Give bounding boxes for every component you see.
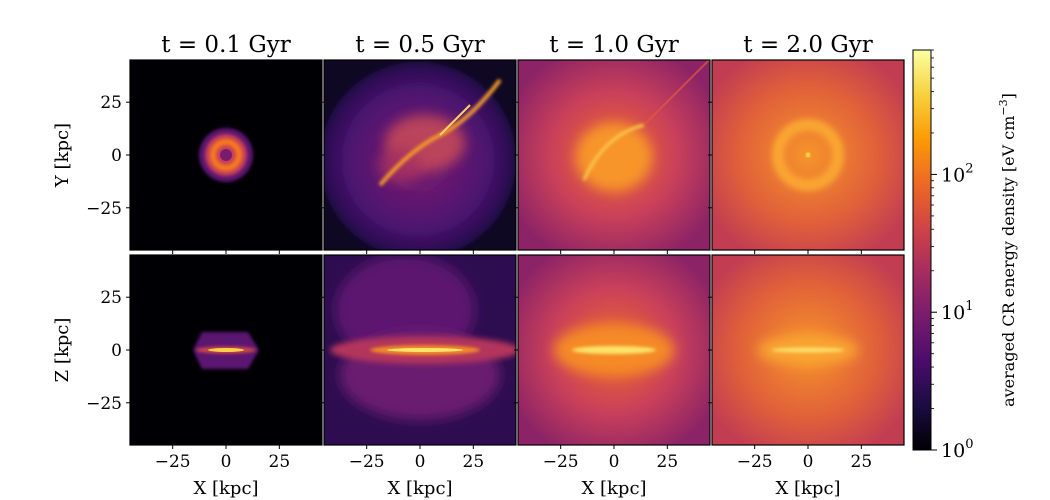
x-axis-label: X [kpc]: [387, 478, 452, 499]
axis-labels: t = 0.1 Gyr t = 0.5 Gyr t = 1.0 Gyr t = 2.0…: [52, 32, 873, 499]
x-tick-label: 25: [851, 452, 873, 472]
colorbar-gradient: [912, 49, 932, 451]
x-axis-label: X [kpc]: [775, 478, 840, 499]
column-title: t = 0.5 Gyr: [355, 32, 484, 58]
colorbar-tick-label: 101: [941, 299, 973, 324]
column-title: t = 2.0 Gyr: [743, 32, 872, 58]
panel-edge-on-3: −25 0 25: [708, 254, 905, 472]
x-tick-label: −25: [737, 452, 773, 472]
x-tick-label: 25: [463, 452, 485, 472]
column-title: t = 0.1 Gyr: [161, 32, 290, 58]
x-tick-label: 0: [609, 452, 620, 472]
x-tick-label: 0: [415, 452, 426, 472]
panel-face-on-2: [514, 59, 711, 254]
x-tick-label: −25: [543, 452, 579, 472]
y-tick-label: 25: [100, 288, 122, 308]
panel-edge-on-1: −25 0 25: [320, 254, 517, 472]
colorbar: 100 101 102 averaged CR energy density [eV …: [912, 49, 1018, 462]
y-tick-label: −25: [86, 394, 122, 414]
colorbar-tick-label: 100: [941, 437, 973, 462]
y-tick-label: −25: [86, 199, 122, 219]
x-tick-label: −25: [349, 452, 385, 472]
column-title: t = 1.0 Gyr: [549, 32, 678, 58]
y-tick-label: 0: [111, 146, 122, 166]
panel-face-on-1: [320, 59, 517, 254]
x-tick-label: 25: [657, 452, 679, 472]
colorbar-label: averaged CR energy density [eV cm−3]: [997, 93, 1018, 407]
x-tick-label: 25: [269, 452, 291, 472]
y-tick-label: 0: [111, 341, 122, 361]
x-axis-label: X [kpc]: [581, 478, 646, 499]
panel-face-on-3: [708, 59, 905, 254]
panel-grid: −25 0 25 −25 −25 0 0 25 25 −25 0 25 −25 0 25 −25 0 25: [86, 59, 905, 472]
y-tick-label: 25: [100, 93, 122, 113]
panel-edge-on-0: −25 −25 0 0 25 25: [86, 254, 323, 472]
x-tick-label: −25: [155, 452, 191, 472]
y-axis-label: Z [kpc]: [52, 318, 73, 383]
panel-edge-on-2: −25 0 25: [514, 254, 711, 472]
x-axis-label: X [kpc]: [193, 478, 258, 499]
x-tick-label: 0: [803, 452, 814, 472]
panel-face-on-0: −25 0 25: [86, 59, 323, 254]
x-tick-label: 0: [221, 452, 232, 472]
y-axis-label: Y [kpc]: [52, 123, 73, 188]
colorbar-tick-label: 102: [941, 161, 973, 186]
